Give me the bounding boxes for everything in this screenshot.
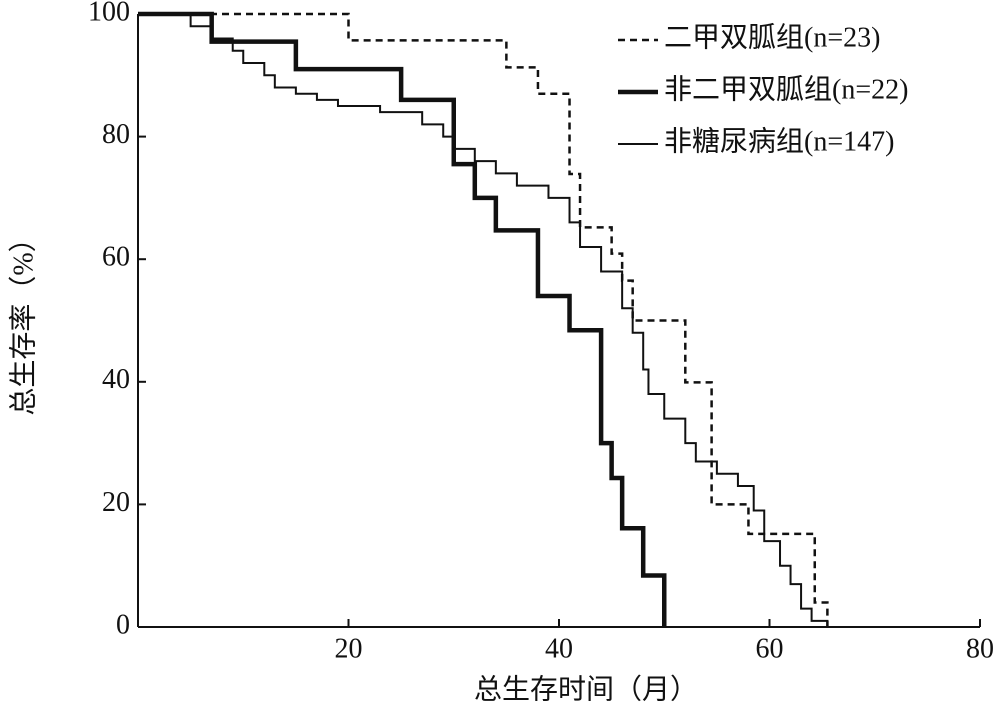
x-tick-label: 40 [545,633,573,664]
y-tick-label: 20 [102,487,130,518]
legend-label: 二甲双胍组(n=23) [664,21,880,53]
legend-label: 非糖尿病组(n=147) [664,125,894,157]
x-tick-label: 80 [966,633,994,664]
x-tick-label: 60 [756,633,784,664]
survival-curve [138,12,829,627]
y-tick-label: 80 [102,119,130,150]
x-tick-label: 20 [335,633,363,664]
y-tick-label: 40 [102,364,130,395]
y-tick-label: 100 [88,0,130,27]
y-axis-label: 总生存率（%） [7,224,39,415]
y-tick-label: 60 [102,242,130,273]
y-tick-label: 0 [116,609,130,640]
x-axis-label: 总生存时间（月） [474,673,698,705]
legend-label: 非二甲双胍组(n=22) [664,73,908,105]
survival-curve [138,11,667,627]
survival-curve [138,13,829,627]
